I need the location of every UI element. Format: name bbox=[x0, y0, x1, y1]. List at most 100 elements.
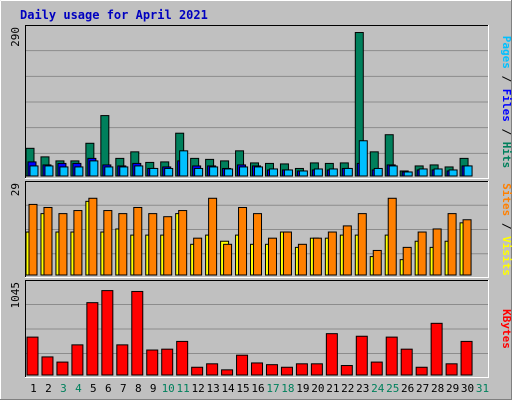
pages-bar bbox=[74, 166, 84, 177]
pages-bar bbox=[104, 166, 114, 177]
x-tick-label: 25 bbox=[386, 382, 399, 395]
pages-bar bbox=[403, 171, 413, 177]
hits-panel-series-label-4: Hits bbox=[500, 142, 512, 169]
x-tick-label: 10 bbox=[162, 382, 175, 395]
pages-bar bbox=[119, 166, 129, 177]
kbytes-bar bbox=[41, 356, 54, 376]
hits-panel-series-label-0: Pages bbox=[500, 36, 512, 69]
chart-panels: 290 Pages / Files / Hits 29 Sites / Visits 1… bbox=[9, 25, 512, 378]
kbytes-bar bbox=[400, 348, 413, 376]
kbytes-bar bbox=[430, 322, 443, 376]
sites-bar bbox=[88, 197, 98, 276]
kbytes-bar bbox=[340, 365, 353, 376]
pages-bar bbox=[209, 166, 219, 177]
hits-panel-series-label-3: / bbox=[500, 122, 512, 142]
pages-bar bbox=[418, 168, 428, 177]
sites-bar bbox=[432, 228, 442, 276]
kbytes-bar bbox=[236, 354, 249, 376]
pages-bar bbox=[149, 167, 159, 177]
x-tick-label: 26 bbox=[401, 382, 414, 395]
hits-panel-ymax-label: 290 bbox=[9, 27, 22, 47]
hits-panel-series-label-1: / bbox=[500, 69, 512, 89]
sites-bar bbox=[327, 231, 337, 276]
sites-bar bbox=[43, 206, 53, 276]
kbytes-bar bbox=[325, 333, 338, 376]
kbytes-bar bbox=[116, 344, 129, 376]
sites-bar bbox=[417, 231, 427, 276]
x-tick-label: 20 bbox=[311, 382, 324, 395]
sites-panel-series-labels: Sites / Visits bbox=[500, 183, 512, 276]
sites-bar bbox=[297, 243, 307, 276]
sites-bar bbox=[193, 237, 203, 276]
kbytes-bar bbox=[56, 361, 69, 376]
hits-panel-series-label-2: Files bbox=[500, 89, 512, 122]
kbytes-bar bbox=[370, 361, 383, 376]
kbytes-bar bbox=[206, 363, 219, 376]
x-tick-label: 16 bbox=[251, 382, 264, 395]
x-tick-label: 1 bbox=[30, 382, 37, 395]
kbytes-bar bbox=[161, 348, 174, 376]
x-tick-label: 7 bbox=[120, 382, 127, 395]
kbytes-bar bbox=[71, 344, 84, 376]
sites-bar bbox=[372, 249, 382, 276]
sites-bar bbox=[208, 197, 218, 276]
x-axis-labels: 1 2 3 4 5 6 7 8 9 10 11 12 13 14 15 16 17 18 19 20 21 22 23 24 2… bbox=[30, 382, 489, 395]
sites-bar bbox=[103, 210, 113, 276]
pages-bar bbox=[194, 167, 204, 177]
x-tick-label: 14 bbox=[221, 382, 235, 395]
sites-bar bbox=[282, 231, 292, 276]
x-tick-label: 21 bbox=[326, 382, 339, 395]
x-tick-label: 13 bbox=[206, 382, 219, 395]
sites-bar bbox=[148, 213, 158, 276]
sites-bar bbox=[447, 213, 457, 276]
hits-panel-series-labels: Pages / Files / Hits bbox=[500, 36, 512, 169]
x-tick-label: 2 bbox=[45, 382, 52, 395]
pages-bar bbox=[59, 166, 69, 177]
sites-panel-series-label-1: / bbox=[500, 216, 512, 236]
x-tick-label: 31 bbox=[476, 382, 489, 395]
pages-bar bbox=[179, 150, 189, 177]
sites-bar bbox=[58, 213, 68, 276]
x-tick-label: 28 bbox=[431, 382, 444, 395]
pages-bar bbox=[224, 168, 234, 177]
pages-bar bbox=[328, 168, 338, 177]
sites-bar bbox=[312, 237, 322, 276]
kbytes-bar bbox=[101, 290, 114, 376]
sites-panel-ymax-label: 29 bbox=[9, 183, 22, 196]
x-tick-label: 27 bbox=[416, 382, 429, 395]
pages-bar bbox=[343, 167, 353, 177]
kbytes-bar bbox=[415, 366, 428, 376]
sites-bar bbox=[118, 213, 128, 276]
sites-bar bbox=[133, 206, 143, 276]
pages-bar bbox=[373, 167, 383, 177]
x-tick-label: 29 bbox=[446, 382, 459, 395]
x-tick-label: 17 bbox=[266, 382, 279, 395]
sites-bar bbox=[387, 197, 397, 276]
kbytes-bar bbox=[445, 363, 458, 376]
sites-bar bbox=[253, 213, 263, 276]
kbytes-bar bbox=[355, 335, 368, 376]
kbytes-bar bbox=[295, 363, 308, 376]
x-tick-label: 9 bbox=[150, 382, 157, 395]
chart-title: Daily usage for April 2021 bbox=[20, 8, 208, 22]
x-tick-label: 30 bbox=[461, 382, 474, 395]
pages-bar bbox=[254, 166, 264, 177]
kbytes-bar bbox=[176, 340, 189, 376]
pages-bar bbox=[239, 166, 249, 177]
kbytes-bar bbox=[131, 290, 144, 376]
kbytes-bar bbox=[146, 349, 159, 376]
x-tick-label: 11 bbox=[177, 382, 190, 395]
pages-bar bbox=[433, 168, 443, 177]
x-tick-label: 19 bbox=[296, 382, 309, 395]
sites-bar bbox=[163, 216, 173, 276]
pages-bar bbox=[44, 165, 54, 177]
pages-bar bbox=[463, 165, 473, 177]
sites-bar bbox=[28, 203, 38, 276]
sites-bar bbox=[178, 210, 188, 276]
sites-bar bbox=[223, 243, 233, 276]
kbytes-bar bbox=[221, 369, 234, 376]
x-tick-label: 15 bbox=[236, 382, 249, 395]
x-tick-label: 22 bbox=[341, 382, 354, 395]
kbytes-bar bbox=[265, 364, 278, 376]
sites-panel-series-label-2: Visits bbox=[500, 236, 512, 276]
